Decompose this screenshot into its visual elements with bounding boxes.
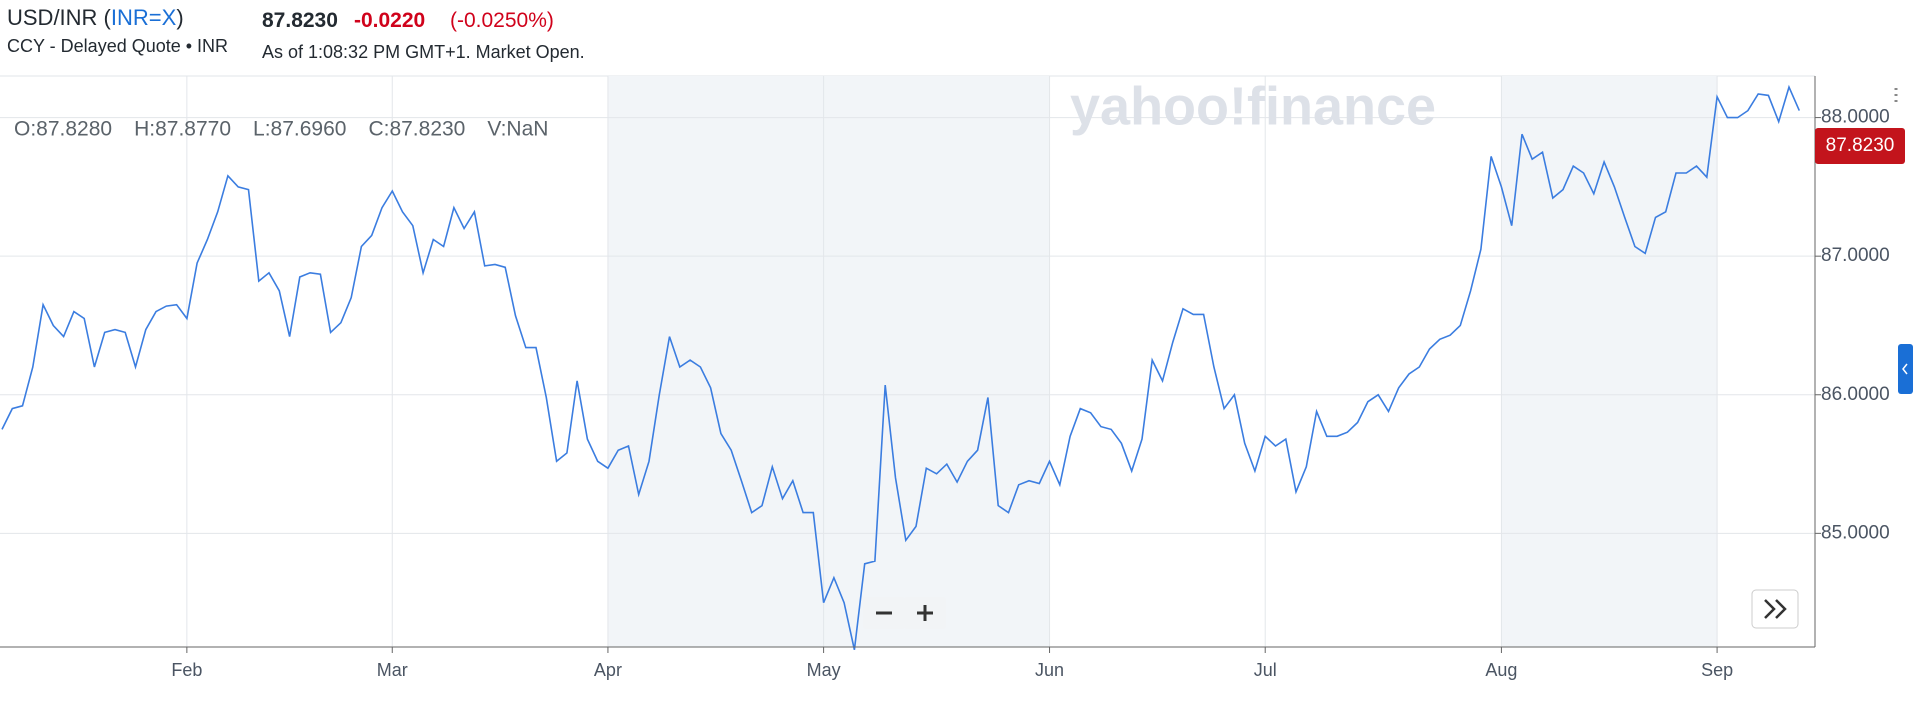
- x-tick-label: Aug: [1485, 660, 1517, 680]
- x-tick-label: Jun: [1035, 660, 1064, 680]
- change: -0.0220: [354, 9, 426, 32]
- price-badge: [1815, 128, 1905, 164]
- y-tick-label: 88.0000: [1821, 107, 1890, 128]
- change-percent: (-0.0250%): [450, 9, 554, 32]
- y-tick-label: 87.0000: [1821, 245, 1890, 266]
- x-tick-label: Mar: [377, 660, 408, 680]
- x-tick-label: Feb: [171, 660, 202, 680]
- ohlc-value: H:87.8770: [134, 118, 231, 141]
- price-line: [1, 84, 1801, 650]
- shaded-period: [1501, 76, 1718, 647]
- price: 87.8230: [262, 9, 338, 32]
- x-tick-label: Jul: [1254, 660, 1277, 680]
- price-badge-label: 87.8230: [1826, 135, 1895, 156]
- ohlc-value: O:87.8280: [14, 118, 112, 141]
- watermark: yahoo!finance: [1070, 76, 1436, 136]
- side-panel-tab[interactable]: [1898, 344, 1913, 394]
- y-tick-label: 86.0000: [1821, 384, 1890, 405]
- y-tick-label: 85.0000: [1821, 522, 1890, 543]
- double-arrow-icon: [1764, 599, 1787, 619]
- shaded-period: [607, 76, 1050, 647]
- quote-title: USD/INR (INR=X): [7, 5, 184, 31]
- x-tick-label: Apr: [594, 660, 622, 680]
- subtitle: CCY - Delayed Quote • INR: [7, 36, 229, 56]
- tab-arrow: [1902, 363, 1908, 375]
- ohlc-value: L:87.6960: [253, 118, 346, 141]
- ticker-link[interactable]: INR=X: [110, 5, 177, 30]
- ohlc-value: C:87.8230: [368, 118, 465, 141]
- title-suffix: ): [176, 5, 184, 30]
- plus-icon: [917, 605, 933, 621]
- x-tick-label: Sep: [1701, 660, 1733, 680]
- timestamp: As of 1:08:32 PM GMT+1. Market Open.: [262, 42, 585, 62]
- ohlc-value: V:NaN: [487, 118, 548, 141]
- x-tick-label: May: [807, 660, 841, 680]
- title-prefix: USD/INR (: [7, 5, 111, 30]
